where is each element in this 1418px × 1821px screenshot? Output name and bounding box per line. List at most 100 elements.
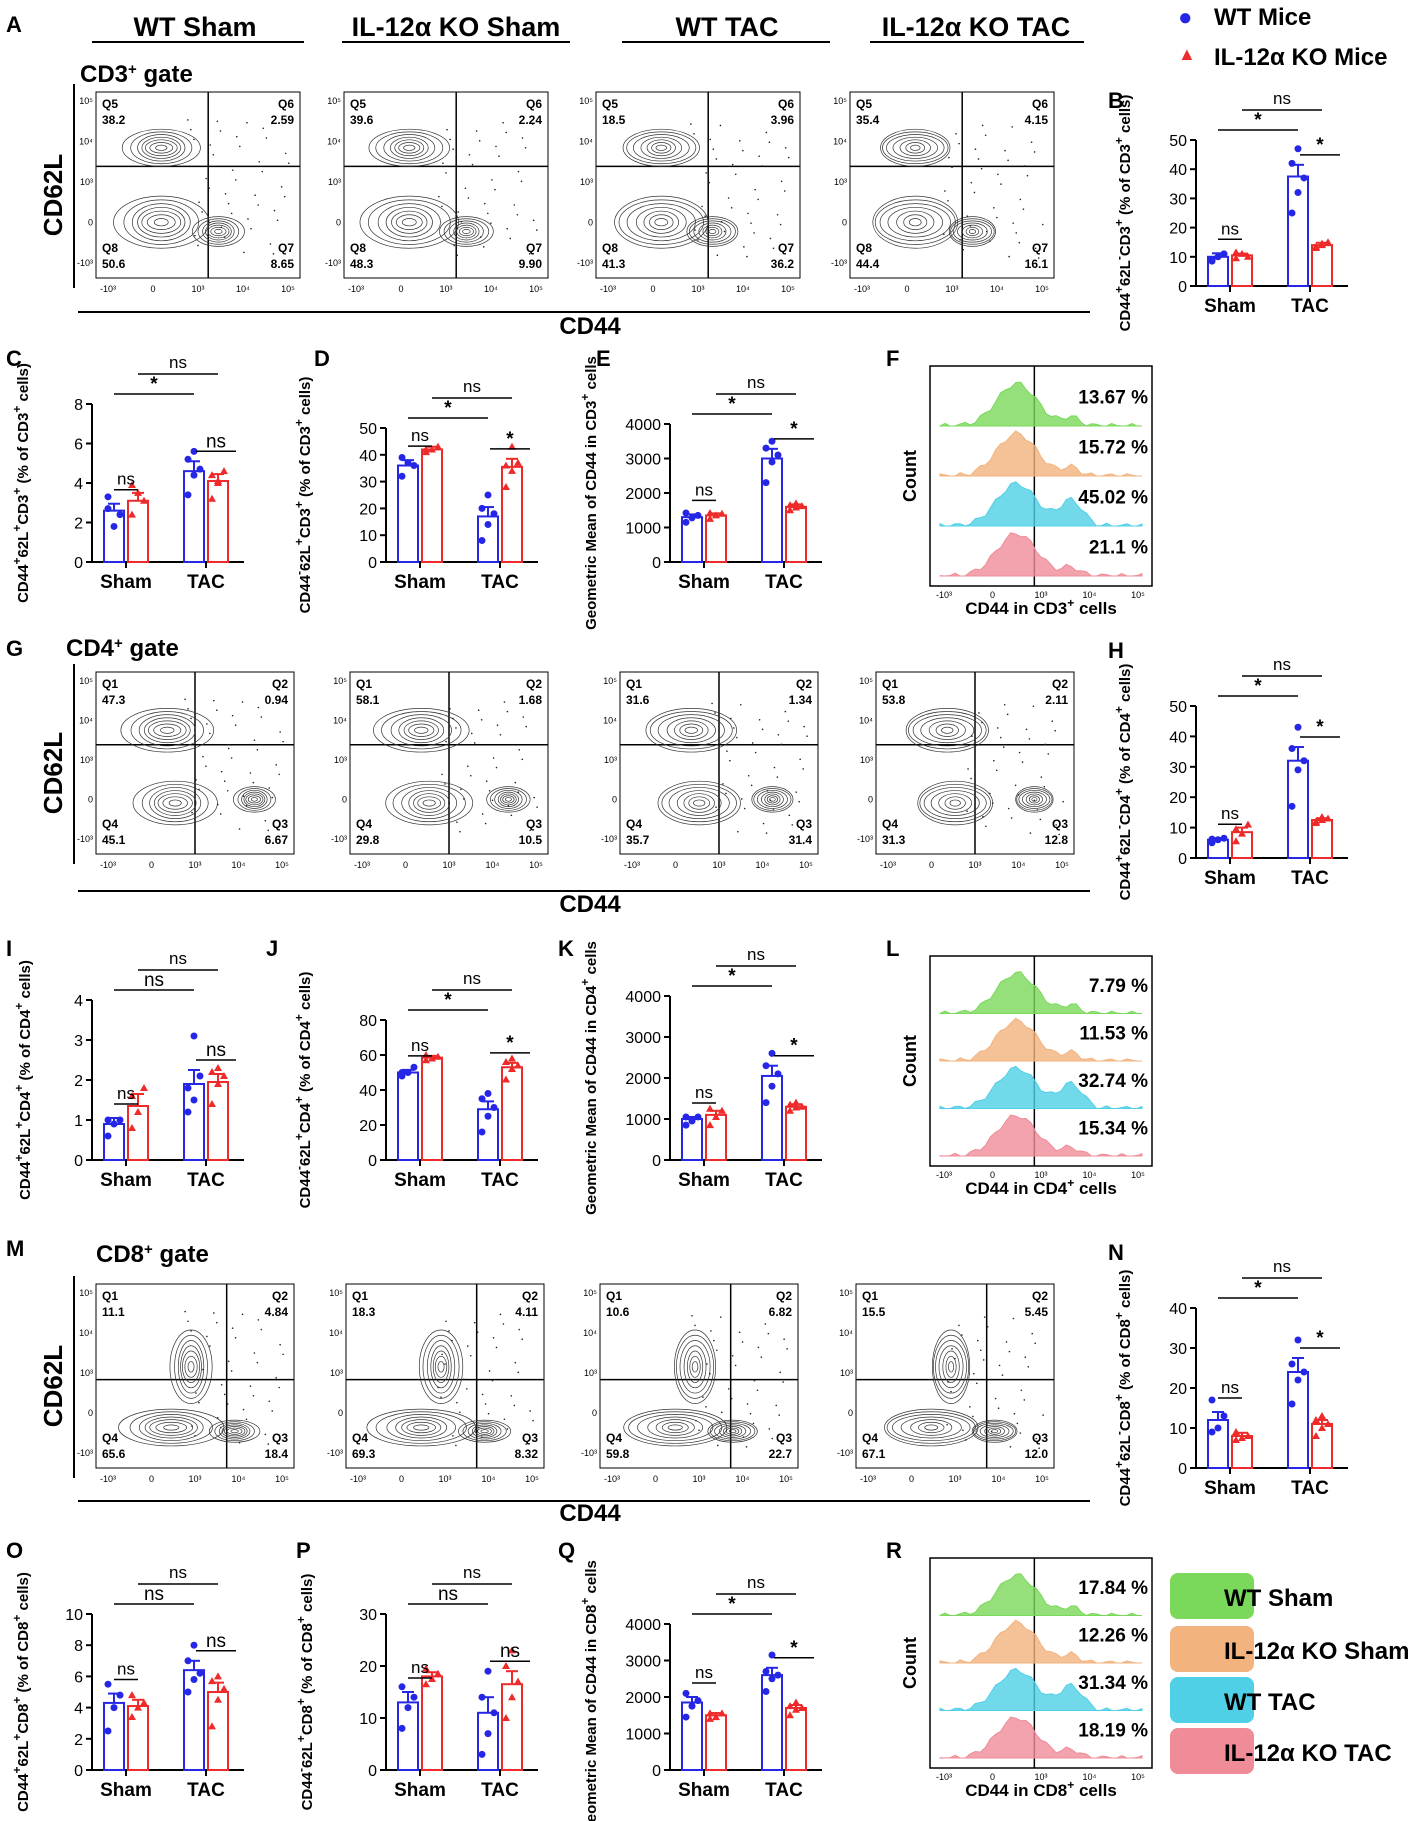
text-run: 62L	[1117, 1435, 1134, 1461]
contour-line	[129, 1411, 213, 1444]
event-dot	[725, 792, 727, 795]
event-dot	[803, 725, 805, 728]
text-run: cells)	[1117, 664, 1134, 707]
event-dot	[730, 206, 733, 209]
data-point	[134, 1703, 142, 1711]
event-dot	[742, 149, 744, 152]
x-category-label: Sham	[678, 572, 730, 593]
contour-line	[674, 720, 709, 740]
y-tick-label: 10⁴	[327, 137, 341, 147]
superscript: +	[294, 1616, 308, 1623]
quadrant-value: 22.7	[769, 1447, 793, 1461]
text-run: CD8	[299, 1705, 316, 1735]
y-axis-label: Count	[900, 1035, 920, 1087]
text-run: CD3	[1117, 226, 1134, 256]
data-point	[184, 1108, 192, 1116]
event-dot	[513, 204, 516, 206]
data-point	[128, 1712, 136, 1720]
bar	[421, 1675, 443, 1772]
event-dot	[766, 789, 769, 792]
y-tick-label: 10⁵	[833, 96, 847, 106]
event-dot	[1019, 198, 1022, 201]
histogram-percent: 7.79 %	[1089, 976, 1148, 997]
event-dot	[482, 246, 485, 248]
superscript: -	[292, 571, 306, 575]
contour-line	[149, 142, 174, 154]
contour-line	[169, 1329, 213, 1404]
event-dot	[806, 735, 808, 737]
text-run: cells)	[297, 972, 314, 1015]
quadrant-value: 11.1	[102, 1305, 125, 1319]
sig-label: *	[1316, 1328, 1324, 1349]
superscript: +	[294, 1735, 308, 1742]
event-dot	[510, 1394, 513, 1397]
event-dot	[478, 140, 481, 142]
contour-line	[202, 220, 235, 243]
event-dot	[503, 1418, 506, 1421]
event-dot	[988, 240, 991, 243]
contour-line	[626, 131, 697, 165]
event-dot	[481, 1393, 484, 1396]
x-tick-label: 10⁵	[529, 284, 543, 294]
event-dot	[726, 750, 728, 752]
contour-line	[153, 723, 182, 737]
sig-label: ns	[500, 1641, 520, 1662]
text-run: cells)	[1117, 1270, 1134, 1313]
data-point	[184, 491, 192, 499]
y-tick-label: 0	[88, 795, 93, 805]
superscript: +	[10, 1697, 24, 1704]
data-point	[798, 1102, 806, 1110]
event-dot	[469, 774, 472, 777]
contour-line	[373, 708, 470, 753]
histogram-percent: 13.67 %	[1078, 388, 1148, 409]
data-point	[196, 1072, 204, 1080]
superscript: -	[1112, 825, 1126, 829]
quadrant-name: Q2	[272, 677, 288, 691]
event-dot	[531, 123, 534, 125]
quadrant-name: Q1	[862, 1289, 878, 1303]
contour-line	[218, 1422, 251, 1440]
quadrant-value: 15.5	[862, 1305, 886, 1319]
superscript: +	[10, 1767, 24, 1774]
contour-line	[177, 1340, 205, 1394]
contour-line	[443, 218, 490, 245]
event-dot	[777, 733, 780, 736]
quadrant-value: 9.90	[519, 257, 543, 271]
contour-line	[390, 714, 452, 747]
event-dot	[491, 1379, 494, 1382]
x-tick-label: 10³	[439, 284, 452, 294]
contour-line	[919, 783, 991, 823]
y-tick-label: 10⁴	[79, 716, 93, 726]
plot-frame	[95, 1283, 295, 1469]
legend-swatch-ko-sham	[1170, 1626, 1254, 1672]
event-dot	[733, 727, 735, 729]
contour-line	[143, 717, 191, 744]
event-dot	[275, 764, 277, 766]
y-tick-label: 10⁴	[79, 1328, 93, 1338]
event-dot	[261, 170, 264, 173]
data-point	[478, 1095, 486, 1103]
event-dot	[463, 798, 465, 800]
contour-line	[458, 226, 474, 237]
y-tick-label: 4000	[625, 1617, 661, 1634]
text-run: CD44	[297, 1169, 314, 1208]
bar	[103, 1123, 125, 1161]
histogram-curve	[939, 1573, 1142, 1617]
text-run: 62L	[297, 545, 314, 571]
sig-label: *	[728, 394, 736, 415]
quadrant-name: Q8	[856, 241, 872, 255]
x-tick-label: 0	[990, 590, 995, 600]
x-tick-label: 10³	[692, 1474, 705, 1484]
contour-line	[769, 797, 776, 802]
contour-line	[449, 220, 484, 243]
event-dot	[958, 142, 960, 145]
data-point	[1232, 1436, 1240, 1443]
superscript: +	[12, 1155, 26, 1162]
x-category-label: TAC	[1291, 1478, 1329, 1499]
quadrant-name: Q3	[272, 817, 288, 831]
event-dot	[1016, 1422, 1019, 1425]
y-tick-label: 10⁴	[579, 137, 593, 147]
event-dot	[751, 742, 754, 744]
event-dot	[457, 211, 460, 213]
